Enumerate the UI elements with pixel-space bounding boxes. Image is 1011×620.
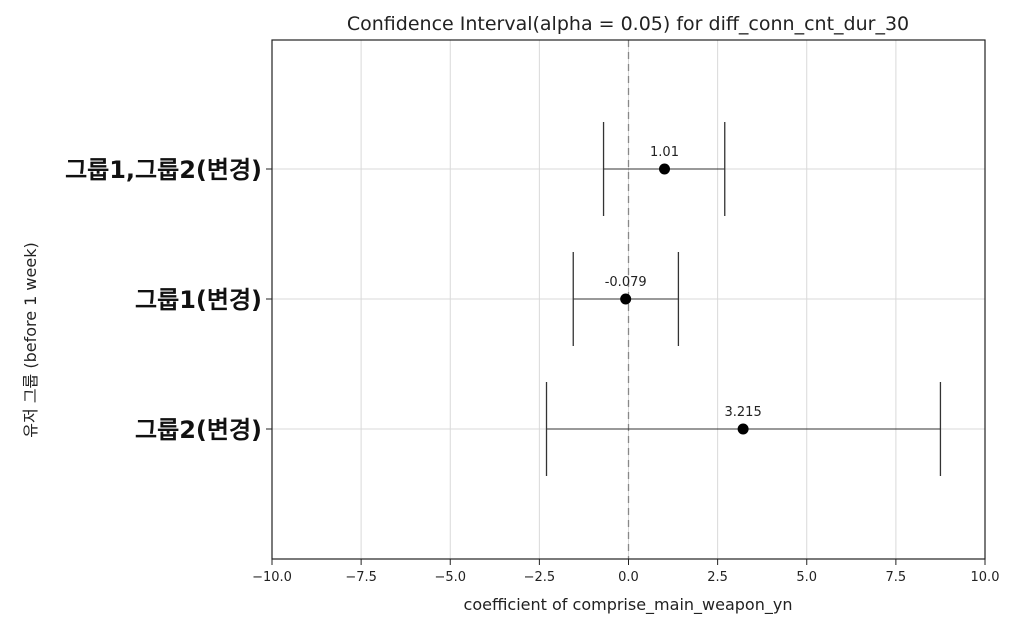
y-tick-label: 그룹1(변경)	[135, 286, 262, 314]
estimate-label: 3.215	[725, 405, 762, 420]
y-tick-label: 그룹2(변경)	[135, 416, 262, 444]
x-ticks: −10.0 −7.5 −5.0 −2.5 0.0 2.5 5.0 7.5 10.0	[252, 559, 999, 585]
estimate-point	[620, 293, 632, 305]
estimate-labels: 1.01 -0.079 3.215	[605, 145, 762, 420]
x-tick-label: 5.0	[796, 570, 817, 585]
x-tick-label: −10.0	[252, 570, 292, 585]
x-tick-label: 10.0	[971, 570, 1000, 585]
error-bars	[545, 122, 942, 476]
y-tick-label: 그룹1,그룹2(변경)	[65, 156, 262, 184]
y-axis-label: 유저 그룹 (before 1 week)	[21, 242, 40, 437]
x-tick-label: −7.5	[345, 570, 377, 585]
estimate-label: -0.079	[605, 275, 647, 290]
estimate-label: 1.01	[650, 145, 679, 160]
chart-title: Confidence Interval(alpha = 0.05) for di…	[347, 13, 909, 35]
x-tick-label: 2.5	[707, 570, 728, 585]
estimate-point	[737, 423, 749, 435]
x-tick-label: −2.5	[524, 570, 556, 585]
x-tick-label: −5.0	[434, 570, 466, 585]
estimate-points	[620, 163, 749, 435]
estimate-point	[659, 163, 671, 175]
x-tick-label: 0.0	[618, 570, 639, 585]
x-axis-label: coefficient of comprise_main_weapon_yn	[464, 595, 793, 615]
x-tick-label: 7.5	[886, 570, 907, 585]
y-ticks: 그룹1,그룹2(변경) 그룹1(변경) 그룹2(변경)	[65, 156, 272, 444]
